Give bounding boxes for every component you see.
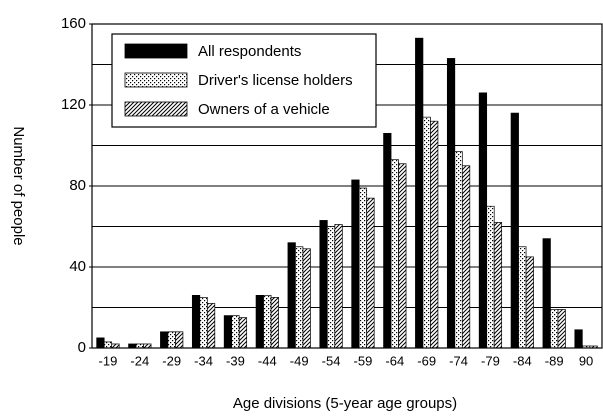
bar [510, 112, 519, 349]
legend-label: All respondents [198, 43, 301, 60]
bar [191, 295, 201, 349]
y-tick-label: 40 [69, 258, 86, 275]
y-tick-label: 0 [78, 339, 86, 356]
bar [557, 309, 566, 349]
bar [415, 37, 424, 349]
bar [326, 226, 336, 349]
x-tick-label: -59 [354, 353, 373, 368]
bar [199, 297, 208, 349]
bar [351, 179, 360, 349]
bar [542, 238, 551, 349]
x-tick-label: 90 [579, 353, 593, 368]
bar [478, 92, 488, 349]
bar [574, 329, 583, 349]
x-tick-label: -74 [449, 353, 468, 368]
bar [143, 343, 152, 349]
bar [454, 151, 463, 349]
bar [263, 295, 272, 349]
legend-swatch [124, 72, 188, 88]
bar [231, 315, 240, 349]
bar [175, 331, 184, 349]
x-tick-label: -44 [258, 353, 277, 368]
bar [206, 303, 216, 349]
bar [493, 222, 503, 349]
bar [287, 242, 296, 349]
bar [518, 246, 527, 349]
bar [160, 331, 169, 349]
legend-swatch [124, 43, 188, 59]
x-tick-label: -29 [162, 353, 181, 368]
bar [167, 331, 176, 349]
x-tick-label: -54 [322, 353, 341, 368]
bar [255, 295, 264, 349]
y-tick-label: 80 [69, 177, 86, 194]
bar [135, 343, 144, 349]
legend-swatch [124, 101, 188, 117]
x-tick-label: -39 [226, 353, 245, 368]
bar [295, 246, 304, 349]
bar [383, 133, 392, 349]
x-axis-label: Age divisions (5-year age groups) [233, 395, 457, 412]
bar [430, 120, 439, 349]
bar [486, 205, 495, 349]
x-tick-label: -64 [385, 353, 404, 368]
y-tick-label: 120 [61, 96, 86, 113]
bar [96, 337, 105, 349]
x-tick-label: -24 [130, 353, 149, 368]
bar [302, 248, 311, 349]
legend-label: Driver's license holders [198, 72, 353, 89]
x-tick-label: -84 [513, 353, 532, 368]
bar [103, 341, 113, 349]
x-tick-label: -49 [290, 353, 309, 368]
bar [525, 256, 534, 349]
bar [422, 116, 431, 349]
bar [128, 343, 137, 349]
bar [358, 187, 368, 349]
x-tick-label: -89 [545, 353, 564, 368]
y-axis-label: Number of people [10, 126, 27, 245]
x-tick-label: -79 [481, 353, 500, 368]
bar [461, 165, 471, 349]
x-tick-label: -34 [194, 353, 213, 368]
bar [111, 343, 120, 349]
bar [223, 315, 233, 349]
y-tick-label: 160 [61, 15, 86, 32]
plot-frame [91, 23, 603, 349]
bar [398, 163, 407, 349]
bar [334, 224, 343, 349]
bar [446, 58, 456, 349]
bar [366, 197, 375, 349]
bar [238, 317, 248, 349]
legend-label: Owners of a vehicle [198, 101, 330, 118]
bar [550, 309, 559, 349]
x-tick-label: -19 [99, 353, 118, 368]
bar [319, 220, 328, 349]
bar [390, 159, 399, 349]
bar [270, 297, 279, 349]
x-tick-label: -69 [417, 353, 436, 368]
